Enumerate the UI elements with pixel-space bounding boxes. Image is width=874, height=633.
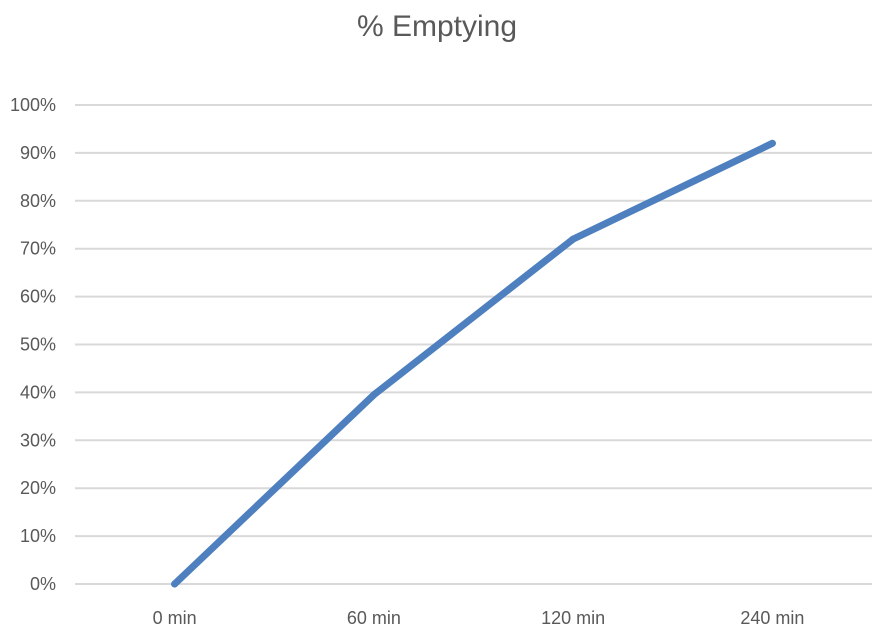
- grid-lines: [75, 104, 872, 585]
- y-tick-label: 40%: [20, 382, 56, 402]
- x-tick-label: 60 min: [347, 608, 401, 628]
- y-tick-label: 70%: [20, 239, 56, 259]
- series-layer: [171, 139, 776, 588]
- x-tick-label: 0 min: [153, 608, 197, 628]
- y-tick-label: 20%: [20, 478, 56, 498]
- x-tick-label: 240 min: [740, 608, 804, 628]
- y-tick-label: 90%: [20, 143, 56, 163]
- y-tick-label: 10%: [20, 526, 56, 546]
- y-tick-label: 80%: [20, 191, 56, 211]
- y-tick-label: 60%: [20, 287, 56, 307]
- chart-title: % Emptying: [356, 10, 518, 43]
- y-tick-label: 0%: [30, 574, 56, 594]
- data-point: [768, 139, 776, 147]
- y-tick-label: 30%: [20, 430, 56, 450]
- y-axis-ticks: 0% 10% 20% 30% 40% 50% 60% 70% 80% 90% 100%: [10, 95, 56, 594]
- data-point: [370, 391, 378, 399]
- series-line: [171, 139, 776, 588]
- x-tick-label: 120 min: [541, 608, 605, 628]
- y-tick-label: 50%: [20, 335, 56, 355]
- x-axis-ticks: 0 min 60 min 120 min 240 min: [153, 608, 805, 628]
- data-point: [171, 580, 179, 588]
- data-point: [569, 235, 577, 243]
- y-tick-label: 100%: [10, 95, 56, 115]
